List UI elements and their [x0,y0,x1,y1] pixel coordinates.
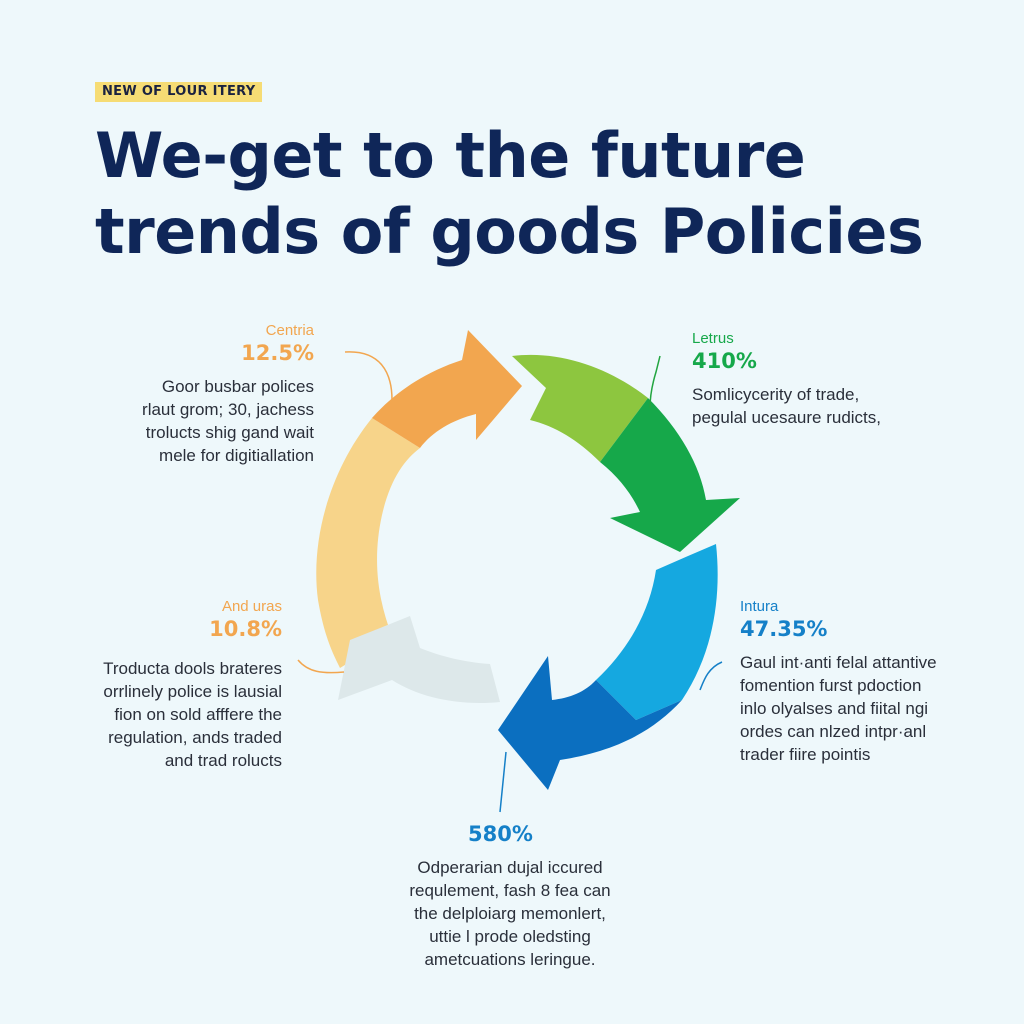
header-tag: NEW OF LOUR ITERY [95,82,263,102]
segment-name: Intura [740,598,779,615]
arrow-bottom-left-gray [338,616,500,704]
desc-line: orrlinely police is lausial [103,682,282,701]
desc-line: Troducta dools brateres [103,659,282,678]
desc-line: and trad rolucts [164,751,282,770]
segment-name: Letrus [692,330,734,347]
desc-line: requlement, fash 8 fea can [409,881,611,900]
desc-line: inlo olyalses and fiital ngi [740,699,929,718]
desc-line: ordes can nlzed intpr·anl [740,722,927,741]
segment-top-left: Centria 12.5% Goor busbar polices rlaut … [142,322,314,467]
desc-line: mele for digitiallation [159,446,314,465]
desc-line: fomention furst pdoction [740,676,922,695]
arrow-top-left-orange [372,330,522,448]
desc-line: rlaut grom; 30, jachess [142,400,314,419]
leader-line-top-right [649,355,661,409]
leader-line-left [297,659,345,674]
segment-name: And uras [221,598,282,615]
desc-line: uttie l prode oledsting [429,927,591,946]
arrow-right-green [600,398,740,552]
arrow-bottom-blue [498,656,682,790]
desc-line: the delploiarg memonlert, [414,904,606,923]
segment-value: 410% [692,349,757,373]
title-line-1: We-get to the future [95,119,806,192]
desc-line: Gaul int·anti felal attantive [740,653,937,672]
segment-description: Odperarian dujal iccured requlement, fas… [380,856,640,971]
segment-top-right: Letrus 410% Somlicycerity of trade, pegu… [692,330,881,429]
page-title: We-get to the future trends of goods Pol… [95,118,975,270]
segment-description: Somlicycerity of trade, pegulal ucesaure… [692,383,881,429]
desc-line: Odperarian dujal iccured [417,858,603,877]
segment-value: 10.8% [209,617,282,641]
segment-description: Gaul int·anti felal attantive fomention … [740,651,937,766]
desc-line: regulation, ands traded [108,728,282,747]
segment-value: 47.35% [740,617,828,641]
segment-left: And uras 10.8% Troducta dools brateres o… [103,598,282,772]
desc-line: trader fiire pointis [740,745,871,764]
desc-line: Goor busbar polices [161,377,314,396]
leader-line-top-left [344,351,393,401]
segment-bottom: 580% Odperarian dujal iccured requlement… [380,820,640,971]
segment-name: Centria [265,322,314,339]
segment-description: Troducta dools brateres orrlinely police… [103,657,282,772]
desc-line: pegulal ucesaure rudicts, [692,408,882,427]
title-line-2: trends of goods Policies [95,195,924,268]
desc-line: trolucts shig gand wait [145,423,314,442]
leader-line-right [699,661,723,691]
arc-left-yellow [316,418,420,668]
desc-line: fion on sold afffere the [114,705,282,724]
leader-line-bottom [499,751,507,813]
segment-value: 580% [468,822,533,846]
arc-right-blue-light [596,544,718,720]
segment-right: Intura 47.35% Gaul int·anti felal attant… [740,598,937,766]
segment-value: 12.5% [241,341,314,365]
desc-line: Somlicycerity of trade, [692,385,860,404]
arrow-top-right-green-light [512,354,648,462]
desc-line: ametcuations leringue. [424,950,596,969]
segment-description: Goor busbar polices rlaut grom; 30, jach… [142,375,314,467]
